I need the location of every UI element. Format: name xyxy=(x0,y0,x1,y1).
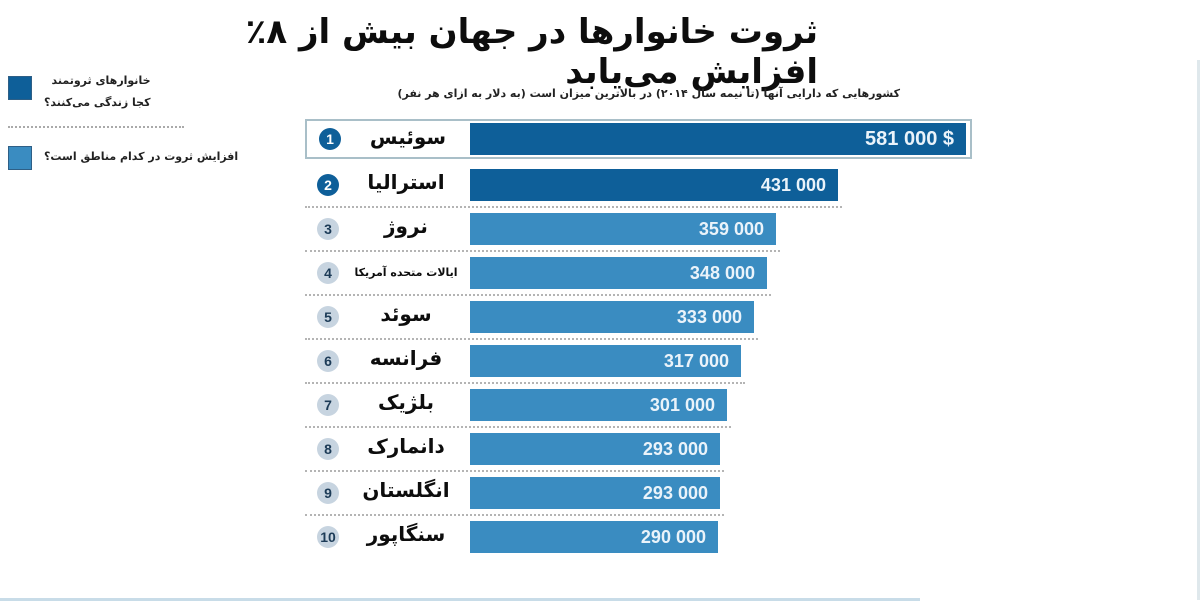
rank-badge: 2 xyxy=(317,174,339,196)
bar-row: 2 استرالیا 431 000 xyxy=(305,166,838,204)
bar-row: 5 سوئد 333 000 xyxy=(305,298,754,336)
rank-badge: 3 xyxy=(317,218,339,240)
value-bar: 359 000 xyxy=(470,213,776,245)
country-label: ایالات متحده آمریکا xyxy=(354,266,458,279)
rank-badge: 6 xyxy=(317,350,339,372)
bar-value-label: 317 000 xyxy=(663,350,729,371)
legend-item-wealth-growth: افزایش ثروت در کدام مناطق است؟ xyxy=(8,146,238,170)
bar-value-label: 290 000 xyxy=(640,526,706,547)
row-divider xyxy=(305,514,724,516)
value-bar: 431 000 xyxy=(470,169,838,201)
country-label: سوئیس xyxy=(369,125,447,149)
bar-value-label: 359 000 xyxy=(698,218,764,239)
legend-divider xyxy=(8,126,184,128)
country-label: دانمارک xyxy=(367,434,445,458)
bottom-border xyxy=(0,598,920,601)
bar-value-label: 293 000 xyxy=(642,482,708,503)
rank-badge: 8 xyxy=(317,438,339,460)
legend-label-line2: کجا زندگی می‌کنند؟ xyxy=(44,96,151,109)
legend-item-wealthy-households: خانوارهای ثروتمند کجا زندگی می‌کنند؟ xyxy=(8,70,151,114)
chart-subtitle: کشورهایی که دارایی آنها (تا نیمه سال ۲۰۱… xyxy=(397,87,900,100)
row-divider xyxy=(305,470,724,472)
legend-label: افزایش ثروت در کدام مناطق است؟ xyxy=(44,150,239,163)
country-label: سنگاپور xyxy=(366,522,446,546)
country-label: انگلستان xyxy=(362,478,450,502)
right-border xyxy=(1197,60,1200,600)
value-bar: 301 000 xyxy=(470,389,727,421)
rank-badge: 10 xyxy=(317,526,339,548)
rank-badge: 5 xyxy=(317,306,339,328)
bar-row: 6 فرانسه 317 000 xyxy=(305,342,741,380)
country-label: نروژ xyxy=(384,214,428,238)
bar-value-label: 431 000 xyxy=(760,174,826,195)
bar-row: 4 ایالات متحده آمریکا 348 000 xyxy=(305,254,767,292)
row-divider xyxy=(305,382,745,384)
bar-row: 7 بلژیک 301 000 xyxy=(305,386,727,424)
rank-badge: 4 xyxy=(317,262,339,284)
bar-row: 3 نروژ 359 000 xyxy=(305,210,776,248)
row-divider xyxy=(305,338,758,340)
value-bar: 348 000 xyxy=(470,257,767,289)
bar-value-label: 581 000 $ xyxy=(865,127,954,150)
row-divider xyxy=(305,250,780,252)
value-bar: 293 000 xyxy=(470,433,720,465)
rank-badge: 9 xyxy=(317,482,339,504)
country-label: استرالیا xyxy=(367,170,445,194)
value-bar: 333 000 xyxy=(470,301,754,333)
row-divider xyxy=(305,294,771,296)
legend-swatch-light xyxy=(8,146,32,170)
rank-badge: 7 xyxy=(317,394,339,416)
value-bar: 581 000 $ xyxy=(470,123,966,155)
country-label: فرانسه xyxy=(369,346,443,370)
bar-value-label: 293 000 xyxy=(642,438,708,459)
value-bar: 290 000 xyxy=(470,521,718,553)
bar-row: 8 دانمارک 293 000 xyxy=(305,430,725,468)
row-divider xyxy=(305,206,842,208)
bar-value-label: 333 000 xyxy=(676,306,742,327)
bar-row: 9 انگلستان 293 000 xyxy=(305,474,725,512)
legend-swatch-dark xyxy=(8,76,32,100)
legend-label: خانوارهای ثروتمند کجا زندگی می‌کنند؟ xyxy=(44,70,151,114)
value-bar: 293 000 xyxy=(470,477,720,509)
bar-value-label: 301 000 xyxy=(649,394,715,415)
bar-value-label: 348 000 xyxy=(689,262,755,283)
bar-row: 1 سوئیس 581 000 $ xyxy=(305,119,972,159)
chart-title: ثروت خانوارها در جهان بیش از ۸٪ افزایش م… xyxy=(245,12,819,92)
country-label: سوئد xyxy=(380,302,432,326)
rank-badge: 1 xyxy=(319,128,341,150)
value-bar: 317 000 xyxy=(470,345,741,377)
bar-row: 10 سنگاپور 290 000 xyxy=(305,518,725,556)
country-label: بلژیک xyxy=(377,390,435,414)
legend-label-line1: خانوارهای ثروتمند xyxy=(51,74,151,87)
row-divider xyxy=(305,426,731,428)
